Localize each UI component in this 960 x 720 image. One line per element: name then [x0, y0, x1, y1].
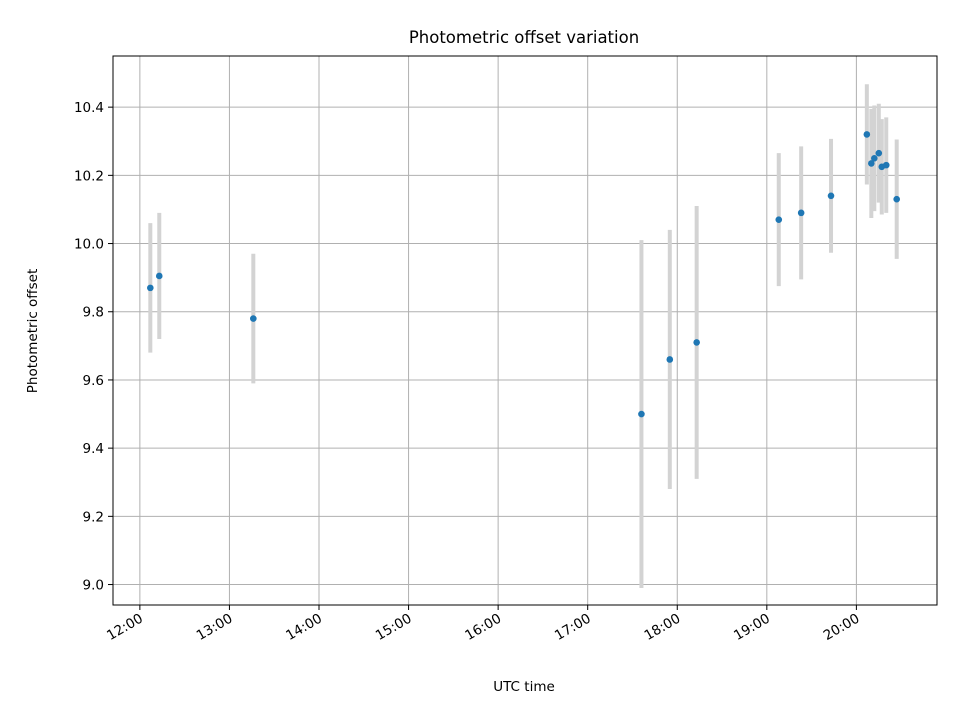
- x-tick-label: 13:00: [194, 611, 236, 644]
- y-tick-label: 10.0: [74, 237, 104, 253]
- y-tick-label: 9.4: [83, 441, 104, 457]
- y-tick-label: 10.4: [74, 100, 104, 116]
- data-point: [147, 284, 154, 292]
- x-tick-label: 12:00: [104, 611, 146, 644]
- x-tick-label: 14:00: [283, 611, 325, 644]
- data-point: [827, 192, 835, 200]
- data-points: [147, 131, 900, 418]
- data-point: [893, 195, 900, 203]
- data-point: [638, 410, 645, 418]
- y-tick-label: 10.2: [74, 168, 104, 184]
- chart-title: Photometric offset variation: [409, 28, 639, 47]
- y-axis-label: Photometric offset: [25, 269, 41, 393]
- data-point: [882, 161, 890, 169]
- x-tick-label: 20:00: [821, 611, 863, 644]
- grid: [113, 56, 937, 605]
- x-tick-label: 15:00: [373, 611, 415, 644]
- data-point: [666, 356, 674, 363]
- error-bars: [148, 84, 899, 588]
- data-point: [875, 149, 883, 157]
- data-point: [250, 315, 257, 322]
- x-axis-label: UTC time: [493, 679, 555, 695]
- data-point: [155, 272, 163, 280]
- x-tick-label: 16:00: [462, 611, 504, 644]
- data-point: [797, 209, 805, 217]
- x-ticks: 12:00 13:00 14:00 15:00 16:00 17:00 18:00 19:00…: [104, 605, 862, 644]
- data-point: [863, 131, 871, 138]
- data-point: [775, 216, 783, 223]
- data-point: [871, 154, 878, 162]
- data-point: [868, 160, 875, 167]
- plot-frame: [112, 55, 938, 606]
- data-point: [693, 339, 700, 346]
- x-tick-label: 19:00: [731, 611, 773, 644]
- x-tick-label: 17:00: [552, 611, 594, 644]
- y-tick-label: 9.8: [83, 305, 104, 321]
- y-ticks: 9.0 9.2 9.4 9.6 9.8 10.0 10.2 10.4: [74, 100, 113, 594]
- y-tick-label: 9.6: [83, 373, 104, 389]
- y-tick-label: 9.2: [83, 509, 104, 525]
- y-tick-label: 9.0: [83, 578, 104, 594]
- x-tick-label: 18:00: [642, 611, 684, 644]
